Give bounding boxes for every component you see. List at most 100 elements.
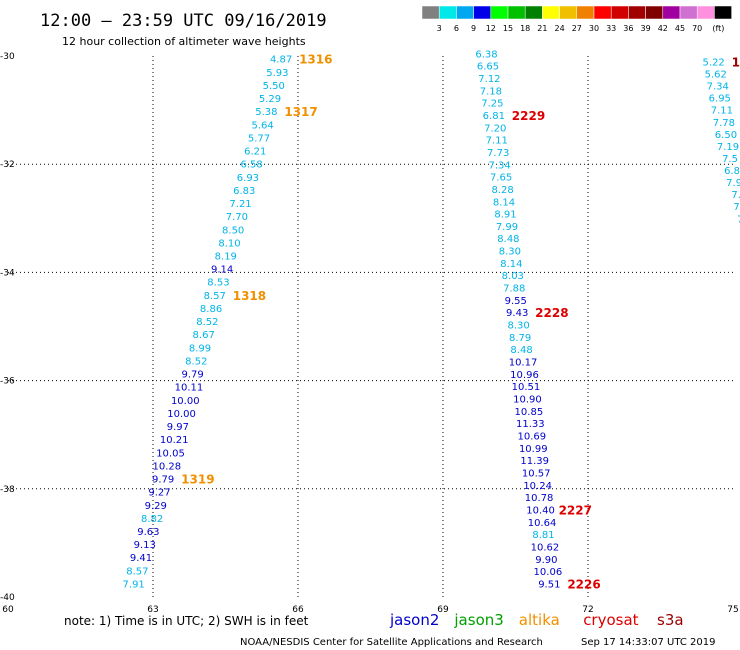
wave-height-value: 5.77 <box>248 133 270 144</box>
wave-height-value: 9.79 <box>182 370 204 381</box>
wave-height-value: 7.70 <box>226 212 248 223</box>
wave-height-value: 5.38 <box>255 107 277 118</box>
legend-swatch <box>628 5 646 20</box>
wave-height-value: 5.62 <box>705 69 727 80</box>
x-tick-label: 72 <box>582 605 593 615</box>
wave-height-value: 8.14 <box>500 259 522 270</box>
legend-label: (ft) <box>712 24 724 33</box>
wave-height-value: 7.20 <box>484 123 506 134</box>
wave-height-value: 10.85 <box>515 407 544 418</box>
credit-line: NOAA/NESDIS Center for Satellite Applica… <box>240 637 543 648</box>
x-tick-label: 60 <box>2 605 14 615</box>
wave-height-value: 5.29 <box>259 94 281 105</box>
legend-swatch <box>456 5 474 20</box>
legend-label: 21 <box>537 24 547 33</box>
wave-height-value: 5.50 <box>263 81 285 92</box>
wave-height-value: 5.93 <box>266 68 288 79</box>
legend-swatch <box>542 5 560 20</box>
wave-height-value: 7.78 <box>713 118 735 129</box>
wave-height-value: 10.64 <box>528 518 557 529</box>
wave-height-value: 10.69 <box>517 432 546 443</box>
legend-swatch <box>645 5 664 20</box>
legend-label: 33 <box>606 24 616 33</box>
wave-height-value: 7 <box>737 214 740 225</box>
wave-height-value: 11.39 <box>520 456 549 467</box>
wave-height-value: 9.13 <box>134 540 156 551</box>
legend-label: 45 <box>675 24 685 33</box>
wave-height-value: 8.50 <box>222 225 244 236</box>
legend-label: 39 <box>641 24 651 33</box>
wave-height-value: 7.34 <box>707 82 729 93</box>
legend-swatch <box>696 5 715 20</box>
legend-swatch <box>490 5 509 20</box>
y-tick-label: -36 <box>0 377 15 387</box>
wave-height-value: 6.50 <box>715 130 737 141</box>
wave-height-value: 7.9 <box>726 178 740 189</box>
legend-swatch <box>576 5 595 20</box>
chart-title: 12:00 – 23:59 UTC 09/16/2019 <box>40 11 327 31</box>
wave-height-value: 5.64 <box>252 120 274 131</box>
wave-height-value: 9.51 <box>538 579 560 590</box>
legend-swatch <box>421 5 440 20</box>
time-label: 2227 <box>559 503 592 517</box>
wave-height-value: 8.52 <box>196 317 218 328</box>
wave-height-value: 7.11 <box>486 136 508 147</box>
y-tick-label: -38 <box>0 485 15 495</box>
wave-height-value: 7.19 <box>717 142 739 153</box>
wave-height-value: 7.91 <box>123 579 145 590</box>
wave-height-value: 10.00 <box>171 396 200 407</box>
wave-height-value: 6.83 <box>233 186 255 197</box>
wave-height-value: 10.06 <box>534 567 563 578</box>
wave-height-value: 9.55 <box>505 296 527 307</box>
legend-swatch <box>679 5 698 20</box>
satellite-label: jason3 <box>453 611 503 629</box>
wave-height-value: 10.51 <box>512 382 541 393</box>
axis-ticks: 60 63 66 69 72 75 -30 -32 -34 -36 -38 -40 <box>0 52 739 615</box>
legend-swatch <box>524 5 543 20</box>
wave-height-value: 8.57 <box>126 566 148 577</box>
legend-label: 30 <box>589 24 599 33</box>
wave-height-value: 10.21 <box>160 435 189 446</box>
legend-swatch <box>559 5 578 20</box>
time-label: 1316 <box>299 53 332 67</box>
grid-lines <box>8 56 733 597</box>
wave-height-value: 10.17 <box>509 358 538 369</box>
wave-height-value: 7. <box>733 202 740 213</box>
wave-height-value: 8.19 <box>215 251 237 262</box>
time-label: 1317 <box>284 105 317 119</box>
wave-height-value: 10.78 <box>525 493 554 504</box>
wave-height-value: 9.63 <box>137 527 159 538</box>
y-tick-label: -32 <box>0 160 15 170</box>
wave-height-value: 7.88 <box>503 284 525 295</box>
wave-height-value: 8.86 <box>200 304 222 315</box>
wave-height-value: 6.95 <box>709 94 731 105</box>
legend-label: 18 <box>520 24 530 33</box>
wave-height-value: 7.11 <box>711 106 733 117</box>
wave-height-value: 6.8 <box>724 166 740 177</box>
y-tick-label: -30 <box>0 52 15 62</box>
satellite-label: jason2 <box>389 611 439 629</box>
x-tick-label: 75 <box>727 605 738 615</box>
wave-height-value: 9.14 <box>211 265 233 276</box>
wave-height-value: 8.28 <box>491 185 513 196</box>
wave-height-value: 7.99 <box>496 222 518 233</box>
time-label: 2226 <box>567 577 600 591</box>
legend-swatch <box>714 5 732 20</box>
legend-label: 12 <box>486 24 496 33</box>
legend-label: 27 <box>572 24 582 33</box>
wave-height-value: 9.90 <box>535 555 557 566</box>
wave-height-value: 8.03 <box>502 271 524 282</box>
wave-height-value: 10.96 <box>510 370 539 381</box>
x-tick-label: 66 <box>292 605 304 615</box>
wave-height-value: 7.34 <box>489 160 511 171</box>
wave-height-value: 8.30 <box>508 321 530 332</box>
wave-height-value: 8.52 <box>185 356 207 367</box>
wave-height-value: 8.79 <box>509 333 531 344</box>
x-tick-label: 69 <box>437 605 449 615</box>
wave-height-value: 9.97 <box>167 422 189 433</box>
wave-height-value: 8.67 <box>193 330 215 341</box>
legend-label: 24 <box>555 24 565 33</box>
wave-height-value: 6.93 <box>237 173 259 184</box>
wave-height-value: 9.43 <box>506 308 528 319</box>
legend-label: 42 <box>658 24 668 33</box>
